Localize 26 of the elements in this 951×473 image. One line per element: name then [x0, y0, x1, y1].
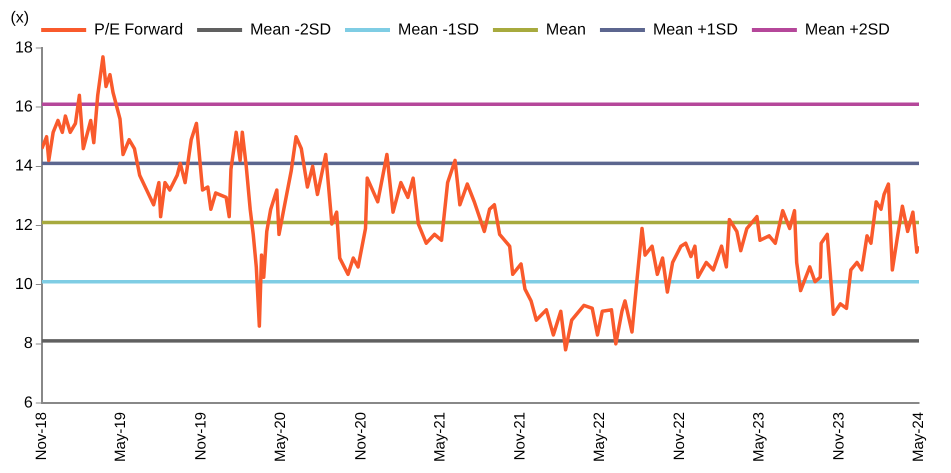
x-tick-label: May-23 — [750, 412, 768, 462]
legend-label: P/E Forward — [94, 21, 184, 38]
legend-label: Mean — [546, 21, 586, 38]
y-tick-label: 14 — [15, 158, 33, 175]
legend-label: Mean -1SD — [398, 21, 479, 38]
x-tick-label: May-24 — [910, 412, 928, 462]
y-tick-label: 10 — [15, 276, 33, 294]
y-axis-title: (x) — [10, 9, 30, 26]
y-tick-label: 16 — [15, 98, 33, 116]
legend-label: Mean +1SD — [652, 21, 738, 38]
x-tick-label: Nov-21 — [512, 412, 529, 460]
y-tick-label: 8 — [24, 335, 33, 352]
x-tick-label: May-19 — [112, 412, 130, 462]
x-tick-label: Nov-23 — [830, 412, 848, 460]
x-tick-label: May-21 — [431, 412, 448, 462]
y-tick-label: 12 — [15, 216, 33, 234]
y-tick-label: 18 — [15, 39, 33, 56]
x-tick-label: Nov-18 — [32, 412, 50, 460]
x-tick-label: May-20 — [272, 412, 289, 462]
y-tick-label: 6 — [24, 394, 33, 412]
x-tick-label: Nov-22 — [671, 412, 688, 460]
x-tick-label: Nov-19 — [192, 412, 210, 460]
x-tick-label: May-22 — [590, 412, 608, 462]
x-tick-label: Nov-20 — [352, 412, 370, 460]
legend-label: Mean +2SD — [804, 21, 890, 38]
legend-label: Mean -2SD — [250, 21, 332, 38]
